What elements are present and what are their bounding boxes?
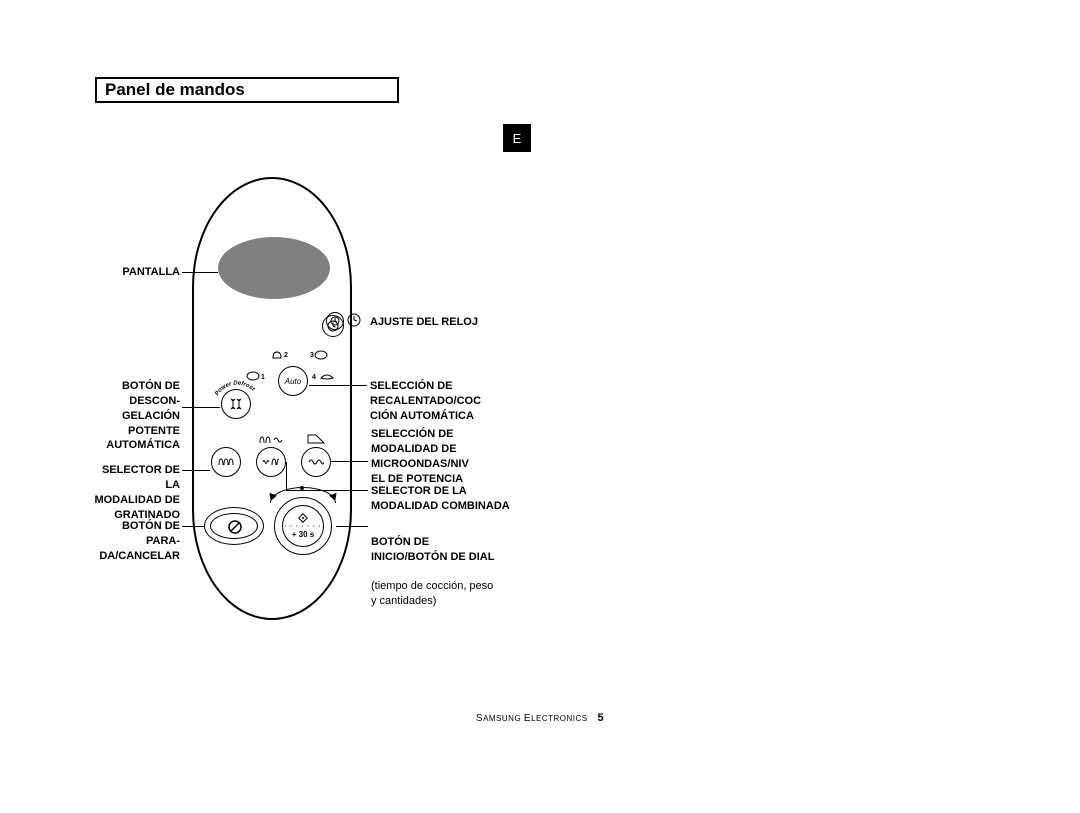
- language-badge-text: E: [513, 131, 522, 146]
- footer: SAMSUNG ELECTRONICS 5: [0, 712, 1080, 724]
- display-screen: [218, 237, 330, 299]
- svg-text:Power Defrost: Power Defrost: [214, 380, 256, 397]
- clock-ref-icon-2: [347, 313, 361, 327]
- leader-gratinado: [182, 470, 210, 471]
- food-icon-2: [271, 350, 283, 360]
- language-badge: E: [503, 124, 531, 152]
- label-descongel: BOTÓN DE DESCON- GELACIÓN POTENTE AUTOMÁ…: [97, 379, 180, 453]
- leader-parada: [182, 526, 204, 527]
- combi-button[interactable]: [256, 447, 286, 477]
- start-dial[interactable]: · · · · · · · + 30 s: [274, 497, 332, 555]
- food-icon-4: [320, 371, 334, 381]
- leader-combinada-v: [286, 462, 287, 490]
- dial-diamond-icon: [298, 513, 308, 523]
- label-inicio: BOTÓN DE INICIO/BOTÓN DE DIAL (tiempo de…: [371, 520, 494, 609]
- leader-pantalla: [182, 272, 218, 273]
- auto-num-4: 4: [312, 374, 316, 381]
- dial-inner: · · · · · · · + 30 s: [282, 505, 324, 547]
- control-panel: Auto 1 2 3 4 Power Defrost: [192, 177, 352, 620]
- dial-label: + 30 s: [292, 530, 314, 539]
- auto-num-2: 2: [284, 352, 288, 359]
- label-pantalla: PANTALLA: [120, 265, 180, 280]
- label-recalentado: SELECCIÓN DE RECALENTADO/COC CIÓN AUTOMÁ…: [370, 379, 481, 424]
- combi-icon: [262, 457, 280, 467]
- stop-cancel-button[interactable]: [204, 507, 264, 545]
- page-number: 5: [597, 712, 604, 724]
- leader-descongel: [182, 407, 220, 408]
- combi-top-icon: [258, 433, 284, 445]
- leader-recalentado: [309, 385, 367, 386]
- label-combinada: SELECTOR DE LA MODALIDAD COMBINADA: [371, 484, 510, 514]
- auto-reheat-button[interactable]: Auto: [278, 366, 308, 396]
- dial-arrow-right: [329, 493, 339, 502]
- grill-button[interactable]: [211, 447, 241, 477]
- footer-text: SAMSUNG ELECTRONICS: [476, 713, 591, 724]
- label-ajuste-reloj: AJUSTE DEL RELOJ: [370, 315, 478, 330]
- label-parada: BOTÓN DE PARA- DA/CANCELAR: [85, 519, 180, 564]
- title-text: Panel de mandos: [105, 80, 245, 100]
- microwave-icon: [308, 457, 324, 467]
- food-icon-3: [314, 350, 328, 360]
- auto-label: Auto: [285, 377, 301, 386]
- leader-microondas: [330, 461, 368, 462]
- microwave-top-icon: [306, 433, 326, 445]
- grill-icon: [218, 457, 234, 467]
- stop-icon: [227, 519, 243, 535]
- defrost-arc-text: Power Defrost: [212, 378, 262, 404]
- page: Panel de mandos E Auto 1 2 3 4: [0, 0, 1080, 813]
- title-box: Panel de mandos: [95, 77, 399, 103]
- microwave-button[interactable]: [301, 447, 331, 477]
- clock-ref-icon: [326, 312, 344, 330]
- leader-inicio: [336, 526, 368, 527]
- leader-combinada-1: [286, 490, 368, 491]
- label-microondas: SELECCIÓN DE MODALIDAD DE MICROONDAS/NIV…: [371, 427, 469, 486]
- label-gratinado: SELECTOR DE LA MODALIDAD DE GRATINADO: [88, 463, 180, 522]
